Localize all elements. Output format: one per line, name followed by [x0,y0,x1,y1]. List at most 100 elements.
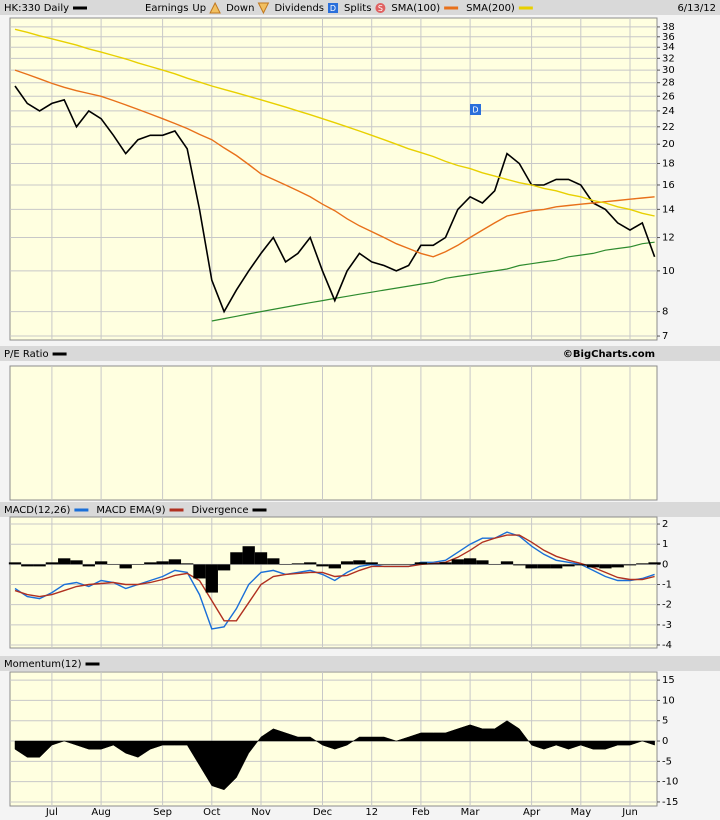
momentum-area [14,720,655,791]
series-line [14,531,655,630]
divergence-bar [427,563,440,565]
y-tick-label: -10 [662,777,678,788]
x-tick-label: Nov [251,807,271,818]
divergence-bar [586,564,600,568]
legend-label: HK:330 Daily [4,3,69,14]
y-tick-label: 12 [662,233,675,244]
y-tick-label: -2 [662,600,672,611]
divergence-bar [525,564,538,569]
divergence-bar [488,564,501,565]
divergence-bar [193,564,206,579]
divergence-bar [279,564,292,565]
divergence-bar [181,563,194,565]
x-tick-label: Jul [45,807,58,818]
divergence-bar [353,560,366,565]
divergence-bar [599,564,612,569]
divergence-bar [45,562,59,565]
divergence-bar [550,564,563,569]
series-line [14,69,655,258]
divergence-bar [365,562,378,565]
divergence-bar [636,563,649,565]
split-icon-letter: S [378,4,383,13]
divergence-bar [242,546,255,565]
y-tick-label: 26 [662,91,675,102]
y-tick-label: 36 [662,32,675,43]
divergence-bar [611,564,624,568]
legend-label: SMA(200) [466,3,515,14]
y-tick-label: 30 [662,65,675,76]
legend-label: MACD EMA(9) [96,505,165,516]
y-tick-label: 5 [662,716,668,727]
y-tick-label: 1 [662,539,668,550]
series-line [14,28,655,217]
y-tick-label: 7 [662,331,668,342]
y-tick-label: 0 [662,559,668,570]
x-tick-label: Feb [412,807,430,818]
divergence-bar [82,564,95,567]
earnings-down-icon [257,2,270,15]
y-tick-label: -1 [662,580,672,591]
divergence-bar [574,564,587,566]
divergence-bar [377,564,391,565]
x-tick-label: 12 [365,807,378,818]
divergence-bar [267,558,280,565]
divergence-bar [70,560,83,565]
panel-title: P/E Ratio [4,349,49,360]
divergence-bar [58,558,71,565]
y-tick-label: 10 [662,695,675,706]
header-strip [0,656,720,671]
divergence-bar [414,562,428,565]
y-tick-label: 20 [662,139,675,150]
chart-date: 6/13/12 [677,3,716,14]
y-tick-label: 22 [662,122,675,133]
divergence-bar [33,564,46,567]
y-tick-label: -4 [662,640,672,651]
header-strip [0,502,720,517]
divergence-bar [21,564,34,567]
header-strip [0,346,720,361]
y-tick-label: 38 [662,22,675,33]
y-tick-label: 15 [662,675,675,686]
dividend-marker [470,104,481,115]
dividend-marker-letter: D [472,106,478,115]
y-tick-label: 34 [662,42,675,53]
divergence-bar [217,564,231,571]
y-tick-label: 16 [662,180,675,191]
x-tick-label: Jun [621,807,638,818]
divergence-bar [304,562,317,565]
plot-area [9,365,658,501]
divergence-bar [254,552,268,565]
divergence-bar [513,564,526,566]
x-tick-label: Mar [461,807,481,818]
divergence-bar [230,552,243,565]
divergence-bar [648,562,661,565]
divergence-bar [402,564,415,565]
legend-label: Splits [344,3,371,14]
dividend-icon [328,3,339,13]
x-tick-label: Apr [523,807,541,818]
plot-area [9,671,658,807]
divergence-bar [119,564,132,569]
divergence-bar [94,561,108,565]
price-line [14,85,656,314]
divergence-bar [156,561,169,565]
divergence-bar [463,558,477,565]
y-tick-label: 10 [662,266,675,277]
plot-area [9,17,658,341]
y-tick-label: -5 [662,756,672,767]
divergence-bar [8,562,22,565]
split-icon [375,3,386,13]
y-tick-label: 18 [662,158,675,169]
x-tick-label: Aug [91,807,111,818]
divergence-bar [623,564,637,566]
dividend-icon-letter: D [330,4,336,13]
header-strip [0,0,720,15]
legend-label: Down [226,3,254,14]
legend-label: Up [192,3,206,14]
credit: ©BigCharts.com [563,349,655,360]
x-tick-label: May [570,807,591,818]
y-tick-label: -15 [662,797,678,808]
divergence-bar [144,562,157,565]
legend-label: Divergence [192,505,249,516]
trend-line [211,241,655,322]
